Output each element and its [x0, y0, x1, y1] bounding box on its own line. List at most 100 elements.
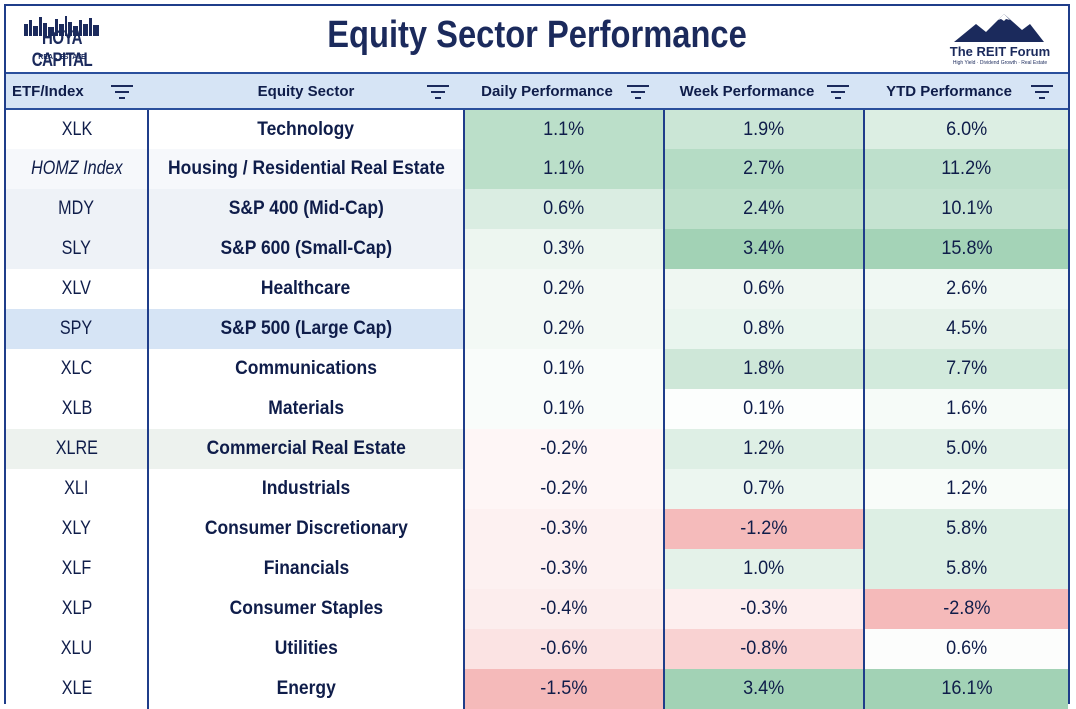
table-row: HOMZ Index Housing / Residential Real Est…	[6, 149, 1068, 189]
sector-cell: Utilities	[147, 629, 465, 669]
week-performance-cell: 0.1%	[664, 389, 865, 429]
column-header-week[interactable]: Week Performance	[664, 72, 864, 110]
ytd-performance-cell-value: 5.8%	[945, 558, 988, 579]
filter-icon[interactable]	[1030, 84, 1054, 100]
ytd-performance-cell-value: 1.6%	[945, 398, 988, 419]
sector-cell: Energy	[147, 669, 465, 709]
week-performance-cell-value: 0.7%	[743, 478, 785, 499]
ytd-performance-cell: 4.5%	[864, 309, 1068, 349]
table-row: XLK Technology 1.1% 1.9% 6.0%	[6, 109, 1068, 149]
daily-performance-cell-value: -0.3%	[540, 518, 588, 539]
column-header-ytd[interactable]: YTD Performance	[864, 72, 1068, 110]
sector-cell: S&P 600 (Small-Cap)	[147, 229, 465, 269]
sector-cell: S&P 500 (Large Cap)	[147, 309, 465, 349]
daily-performance-cell-value: 0.2%	[543, 278, 585, 299]
sector-cell: Commercial Real Estate	[147, 429, 465, 469]
table-row: SPY S&P 500 (Large Cap) 0.2% 0.8% 4.5%	[6, 309, 1068, 349]
table-row: XLC Communications 0.1% 1.8% 7.7%	[6, 349, 1068, 389]
column-header-etf[interactable]: ETF/Index	[6, 72, 148, 110]
filter-icon[interactable]	[826, 84, 850, 100]
etf-cell-value: SPY	[60, 318, 93, 339]
sector-cell-value: Commercial Real Estate	[206, 438, 406, 459]
etf-cell-value: XLF	[61, 558, 92, 579]
etf-cell: HOMZ Index	[6, 149, 148, 189]
week-performance-cell-value: 0.8%	[743, 318, 785, 339]
ytd-performance-cell: 0.6%	[864, 629, 1068, 669]
filter-icon[interactable]	[110, 84, 134, 100]
etf-cell: MDY	[6, 189, 148, 229]
daily-performance-cell-value: 1.1%	[543, 158, 585, 179]
week-performance-cell-value: 0.1%	[743, 398, 785, 419]
etf-cell: XLP	[6, 589, 148, 629]
sector-performance-panel: HOYA CAPITAL REAL ESTATE Equity Sector P…	[4, 4, 1070, 709]
table-row: SLY S&P 600 (Small-Cap) 0.3% 3.4% 15.8%	[6, 229, 1068, 269]
daily-performance-cell-value: -0.2%	[540, 438, 588, 459]
performance-table: ETF/Index Equity Sector Daily Performanc…	[6, 72, 1068, 709]
etf-cell-value: XLY	[61, 518, 92, 539]
etf-cell-value: SLY	[61, 238, 92, 259]
ytd-performance-cell: 10.1%	[864, 189, 1068, 229]
sector-cell: Materials	[147, 389, 465, 429]
week-performance-cell: 3.4%	[664, 669, 865, 709]
etf-cell: SLY	[6, 229, 148, 269]
etf-cell: XLV	[6, 269, 148, 309]
week-performance-cell-value: -0.3%	[740, 598, 788, 619]
reit-forum-name: The REIT Forum	[949, 44, 1051, 59]
week-performance-cell: -1.2%	[664, 509, 865, 549]
sector-cell-value: Industrials	[261, 478, 351, 499]
week-performance-cell-value: 3.4%	[743, 238, 785, 259]
etf-cell: XLK	[6, 109, 148, 149]
ytd-performance-cell-value: 10.1%	[940, 198, 993, 219]
sector-cell-value: Financials	[263, 558, 349, 579]
table-row: XLE Energy -1.5% 3.4% 16.1%	[6, 669, 1068, 709]
ytd-performance-cell-value: 11.2%	[941, 158, 992, 179]
daily-performance-cell: 0.6%	[464, 189, 665, 229]
etf-cell-value: XLE	[61, 678, 92, 699]
daily-performance-cell-value: -0.4%	[540, 598, 588, 619]
week-performance-cell: 2.7%	[664, 149, 865, 189]
ytd-performance-cell-value: 5.0%	[945, 438, 988, 459]
sector-cell: Financials	[147, 549, 465, 589]
table-row: XLP Consumer Staples -0.4% -0.3% -2.8%	[6, 589, 1068, 629]
ytd-performance-cell: 15.8%	[864, 229, 1068, 269]
etf-cell-value: XLK	[61, 118, 92, 140]
sector-cell: Communications	[147, 349, 465, 389]
sector-cell: Industrials	[147, 469, 465, 509]
hoya-capital-logo: HOYA CAPITAL REAL ESTATE	[22, 14, 102, 71]
table-row: XLY Consumer Discretionary -0.3% -1.2% 5.8%	[6, 509, 1068, 549]
daily-performance-cell: -1.5%	[464, 669, 665, 709]
ytd-performance-cell: 1.6%	[864, 389, 1068, 429]
ytd-performance-cell: 7.7%	[864, 349, 1068, 389]
column-header-sector[interactable]: Equity Sector	[148, 72, 464, 110]
column-header-daily[interactable]: Daily Performance	[464, 72, 664, 110]
daily-performance-cell: -0.4%	[464, 589, 665, 629]
daily-performance-cell-value: 0.1%	[543, 358, 585, 379]
ytd-performance-cell: 5.8%	[864, 509, 1068, 549]
etf-cell-value: XLV	[61, 278, 92, 299]
sector-cell-value: Housing / Residential Real Estate	[167, 158, 445, 179]
filter-icon[interactable]	[426, 84, 450, 100]
filter-icon[interactable]	[626, 84, 650, 100]
table-row: MDY S&P 400 (Mid-Cap) 0.6% 2.4% 10.1%	[6, 189, 1068, 229]
week-performance-cell: 0.7%	[664, 469, 865, 509]
ytd-performance-cell-value: 2.6%	[945, 278, 988, 299]
table-row: XLB Materials 0.1% 0.1% 1.6%	[6, 389, 1068, 429]
sector-cell: Housing / Residential Real Estate	[147, 149, 465, 189]
etf-cell-value: XLRE	[55, 438, 98, 459]
ytd-performance-cell-value: 5.8%	[945, 518, 988, 539]
ytd-performance-cell: 11.2%	[864, 149, 1068, 189]
etf-cell: XLY	[6, 509, 148, 549]
ytd-performance-cell-value: 7.7%	[945, 358, 988, 379]
ytd-performance-cell-value: 16.1%	[940, 678, 993, 699]
week-performance-cell: 1.0%	[664, 549, 865, 589]
daily-performance-cell: -0.3%	[464, 509, 665, 549]
daily-performance-cell: 1.1%	[464, 109, 665, 149]
daily-performance-cell: -0.6%	[464, 629, 665, 669]
week-performance-cell: -0.8%	[664, 629, 865, 669]
daily-performance-cell-value: -0.2%	[540, 478, 588, 499]
daily-performance-cell-value: 1.1%	[543, 118, 585, 140]
daily-performance-cell: -0.3%	[464, 549, 665, 589]
etf-cell: XLF	[6, 549, 148, 589]
daily-performance-cell: 0.1%	[464, 349, 665, 389]
ytd-performance-cell-value: 6.0%	[945, 118, 988, 140]
